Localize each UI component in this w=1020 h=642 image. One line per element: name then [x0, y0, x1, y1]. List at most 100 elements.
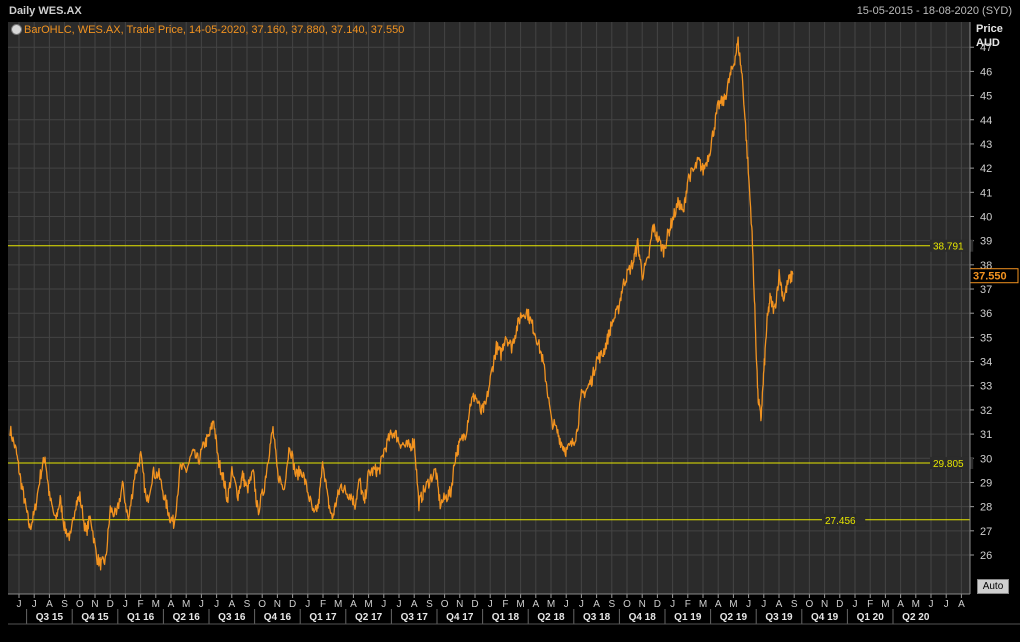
x-month-label: F: [320, 599, 326, 610]
x-month-label: N: [274, 599, 281, 610]
x-month-label: J: [305, 599, 310, 610]
y-tick-label: 45: [980, 91, 992, 103]
x-month-label: A: [46, 599, 53, 610]
x-month-label: S: [791, 599, 798, 610]
price-axis[interactable]: [970, 22, 1020, 594]
x-quarter-label: Q4 16: [264, 612, 292, 623]
x-month-label: N: [821, 599, 828, 610]
x-quarter-label: Q2 16: [173, 612, 201, 623]
x-month-label: J: [381, 599, 386, 610]
y-tick-label: 37: [980, 284, 992, 296]
x-month-label: J: [17, 599, 22, 610]
y-tick-label: 47: [980, 42, 992, 54]
x-month-label: J: [761, 599, 766, 610]
x-month-label: A: [593, 599, 600, 610]
x-month-label: J: [929, 599, 934, 610]
x-month-label: M: [729, 599, 737, 610]
x-month-label: F: [138, 599, 144, 610]
x-month-label: O: [806, 599, 814, 610]
x-month-label: J: [670, 599, 675, 610]
x-month-label: F: [502, 599, 508, 610]
x-quarter-label: Q3 18: [583, 612, 611, 623]
x-month-label: J: [397, 599, 402, 610]
x-month-label: D: [654, 599, 661, 610]
x-month-label: D: [471, 599, 478, 610]
date-range: 15-05-2015 - 18-08-2020 (SYD): [856, 5, 1012, 17]
x-quarter-label: Q4 18: [629, 612, 657, 623]
x-month-label: S: [61, 599, 68, 610]
y-tick-label: 31: [980, 429, 992, 441]
y-tick-label: 29: [980, 477, 992, 489]
x-month-label: A: [532, 599, 539, 610]
x-month-label: F: [685, 599, 691, 610]
x-month-label: J: [944, 599, 949, 610]
auto-scale-button[interactable]: Auto: [977, 579, 1009, 594]
legend-clock-icon[interactable]: [11, 24, 22, 35]
x-month-label: M: [364, 599, 372, 610]
time-axis[interactable]: [8, 594, 1020, 642]
legend-text: BarOHLC, WES.AX, Trade Price, 14-05-2020…: [24, 24, 405, 36]
y-tick-label: 40: [980, 211, 992, 223]
x-quarter-label: Q1 17: [309, 612, 337, 623]
y-tick-label: 33: [980, 381, 992, 393]
x-month-label: J: [579, 599, 584, 610]
x-month-label: M: [152, 599, 160, 610]
x-month-label: J: [746, 599, 751, 610]
y-tick-label: 42: [980, 163, 992, 175]
y-tick-label: 46: [980, 66, 992, 78]
reference-label-bg: [930, 239, 974, 252]
reference-line-label: 27.456: [825, 516, 856, 527]
x-quarter-label: Q4 15: [81, 612, 109, 623]
x-month-label: M: [516, 599, 524, 610]
y-tick-label: 39: [980, 236, 992, 248]
x-quarter-label: Q3 16: [218, 612, 246, 623]
y-tick-label: 41: [980, 187, 992, 199]
currency-label: AUD: [976, 37, 1000, 49]
x-month-label: M: [881, 599, 889, 610]
y-tick-label: 34: [980, 357, 992, 369]
y-tick-label: 28: [980, 502, 992, 514]
x-month-label: A: [776, 599, 783, 610]
reference-line-label: 29.805: [933, 459, 964, 470]
x-month-label: A: [228, 599, 235, 610]
last-price-tag: 37.550: [973, 271, 1007, 283]
x-month-label: S: [426, 599, 433, 610]
x-month-label: O: [441, 599, 449, 610]
y-tick-label: 35: [980, 332, 992, 344]
x-quarter-label: Q1 16: [127, 612, 155, 623]
x-month-label: O: [76, 599, 84, 610]
x-month-label: J: [853, 599, 858, 610]
x-month-label: J: [32, 599, 37, 610]
reference-line-label: 38.791: [933, 242, 964, 253]
x-month-label: A: [411, 599, 418, 610]
x-quarter-label: Q1 19: [674, 612, 702, 623]
x-month-label: D: [289, 599, 296, 610]
x-month-label: N: [456, 599, 463, 610]
x-quarter-label: Q1 20: [857, 612, 885, 623]
x-month-label: O: [258, 599, 266, 610]
x-month-label: N: [639, 599, 646, 610]
x-quarter-label: Q2 19: [720, 612, 748, 623]
x-month-label: J: [214, 599, 219, 610]
x-quarter-label: Q4 17: [446, 612, 474, 623]
x-month-label: A: [715, 599, 722, 610]
x-month-label: S: [244, 599, 251, 610]
x-month-label: J: [199, 599, 204, 610]
x-month-label: J: [564, 599, 569, 610]
x-quarter-label: Q3 15: [36, 612, 64, 623]
x-month-label: A: [958, 599, 965, 610]
x-month-label: S: [608, 599, 615, 610]
x-month-label: N: [91, 599, 98, 610]
y-tick-label: 44: [980, 115, 992, 127]
x-month-label: O: [623, 599, 631, 610]
y-tick-label: 32: [980, 405, 992, 417]
price-label: Price: [976, 23, 1003, 35]
x-quarter-label: Q2 20: [902, 612, 930, 623]
chart-title: Daily WES.AX: [9, 5, 82, 17]
x-month-label: M: [912, 599, 920, 610]
y-tick-label: 30: [980, 453, 992, 465]
price-series-line: [9, 36, 794, 571]
x-month-label: J: [488, 599, 493, 610]
